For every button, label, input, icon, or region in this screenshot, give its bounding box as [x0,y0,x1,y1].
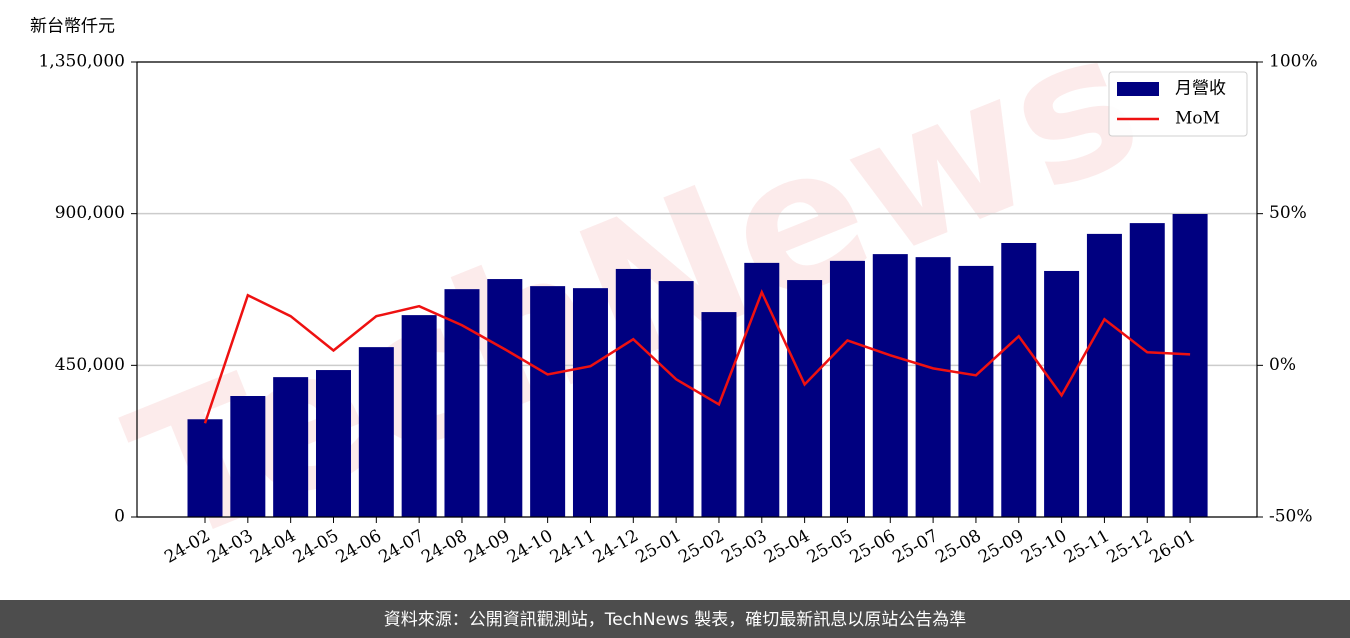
x-tick-label: 26-01 [1146,526,1198,568]
mom-line [203,289,1191,424]
x-tick-label: 25-04 [761,526,813,568]
x-tick-label: 25-01 [632,526,684,568]
x-tick-label: 25-11 [1061,526,1113,568]
x-tick-label: 24-11 [547,526,599,568]
x-tick-label: 25-07 [889,526,941,568]
x-tick-label: 24-09 [461,526,513,568]
bar [487,279,523,517]
bar [401,315,437,517]
bar [701,312,737,517]
bar [358,347,394,517]
bar [273,377,309,517]
plot-frame [136,61,1258,518]
legend-label: MoM [1175,109,1220,129]
x-tick-label: 25-08 [932,526,984,568]
bar [1172,214,1208,517]
bar [915,257,951,517]
bar [1086,233,1122,517]
bar [315,370,351,517]
y2-tick-label: 50% [1269,203,1307,223]
bar [1001,242,1037,517]
x-tick-label: 25-06 [847,526,899,568]
bar [187,419,223,517]
bar [1129,223,1165,517]
bar [444,289,480,517]
x-tick-label: 25-05 [804,526,856,568]
y-tick-label: 0 [114,507,125,527]
x-tick-label: 24-12 [590,526,642,568]
y2-tick-label: -50% [1269,507,1313,527]
bar [572,288,608,517]
y2-tick-label: 0% [1269,355,1296,375]
bar [787,280,823,517]
bar [872,254,908,517]
footer-bar [0,600,1350,638]
bar [230,396,266,517]
y-tick-label: 900,000 [55,203,125,223]
bar [744,262,780,517]
y-axis-label: 新台幣仟元 [30,17,115,37]
x-tick-label: 25-03 [718,526,770,568]
x-tick-label: 24-10 [504,526,556,568]
legend-swatch [1117,82,1159,96]
x-tick-label: 24-08 [418,526,470,568]
x-tick-label: 24-06 [333,526,385,568]
bar [658,281,694,517]
legend-label: 月營收 [1175,79,1226,99]
bar [829,260,865,517]
y-tick-label: 450,000 [55,355,125,375]
x-tick-label: 25-12 [1104,526,1156,568]
y2-tick-label: 100% [1269,52,1318,72]
y-tick-label: 1,350,000 [38,52,125,72]
x-tick-label: 25-09 [975,526,1027,568]
x-tick-label: 24-07 [375,526,427,568]
footer: 資料來源：公開資訊觀測站，TechNews 製表，確切最新訊息以原站公告為準 [384,610,966,630]
bar [615,268,651,517]
bar [958,265,994,517]
bar [530,286,566,517]
x-tick-label: 25-02 [675,526,727,568]
x-tick-label: 25-10 [1018,526,1070,568]
